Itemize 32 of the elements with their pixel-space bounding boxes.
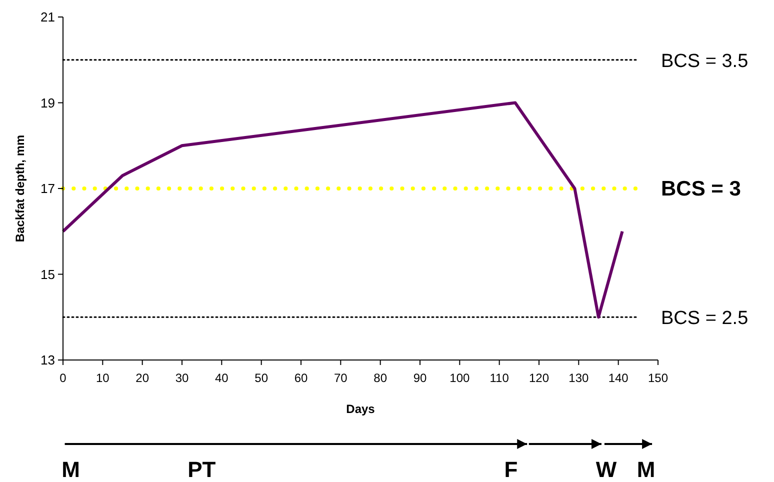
x-tick-label: 90: [413, 371, 427, 385]
x-tick-label: 40: [214, 371, 229, 385]
y-tick-label: 17: [40, 181, 55, 196]
text: BCS = 3.5: [661, 50, 748, 72]
x-tick-label: 50: [254, 371, 268, 385]
x-tick-label: 60: [294, 371, 308, 385]
x-tick-label: 0: [60, 371, 67, 385]
y-tick-label: 21: [40, 10, 55, 25]
x-axis-title: Days: [346, 402, 376, 416]
x-tick-label: 110: [490, 371, 510, 385]
text: M: [62, 457, 80, 482]
line-series: [62, 101, 624, 319]
text: M: [636, 457, 656, 482]
y-tick-label: 15: [40, 266, 55, 282]
x-tick-label: 130: [568, 371, 589, 385]
x-tick-label: 80: [374, 371, 388, 385]
y-tick-label: 19: [40, 95, 55, 110]
x-tick-label: 10: [96, 371, 110, 385]
text: F: [504, 457, 518, 482]
x-tick-label: 30: [175, 371, 189, 385]
x-tick-label: 150: [648, 371, 668, 385]
x-tick-label: 120: [528, 371, 550, 385]
text: W: [596, 457, 617, 482]
x-tick-label: 70: [334, 371, 348, 385]
text: BCS = 3: [661, 178, 741, 200]
x-tick-label: 20: [136, 371, 150, 385]
text: PT: [188, 457, 216, 482]
y-tick-label: 13: [40, 352, 55, 368]
y-axis-title: Backfat depth, mm: [13, 134, 27, 242]
text: BCS = 2.5: [661, 308, 748, 330]
x-tick-label: 140: [608, 371, 629, 385]
x-tick-label: 100: [450, 371, 470, 385]
